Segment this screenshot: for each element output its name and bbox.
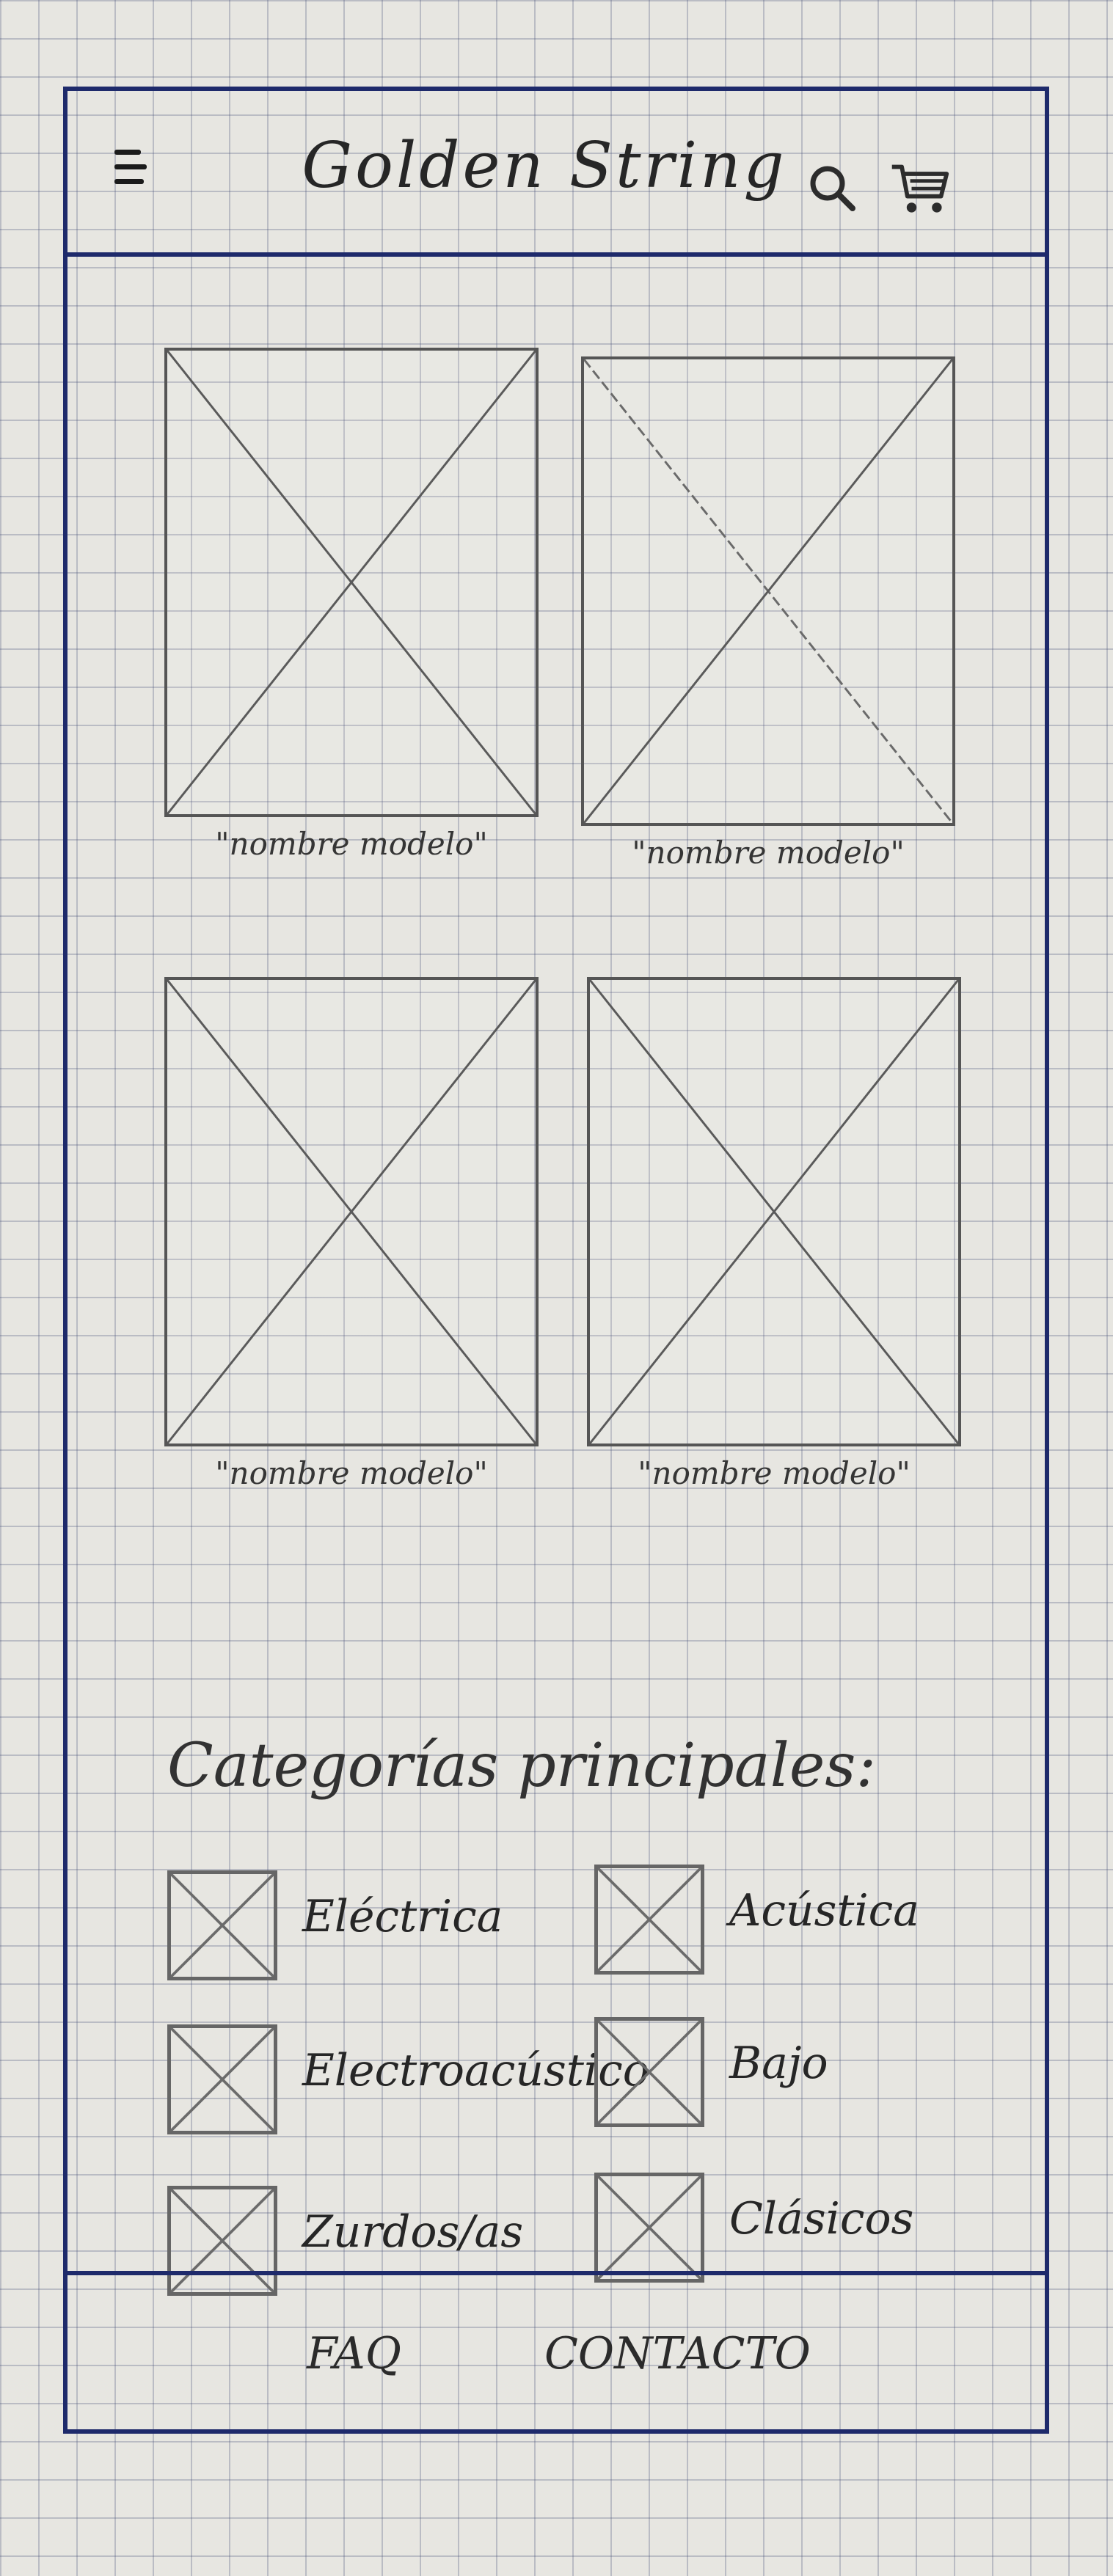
product-name: "nombre modelo" bbox=[638, 1455, 911, 1491]
product-image-placeholder[interactable] bbox=[164, 977, 539, 1446]
site-title: Golden String bbox=[302, 129, 787, 202]
product-name: "nombre modelo" bbox=[215, 826, 488, 862]
wireframe-frame: Golden String "nombre modelo" bbox=[63, 87, 1049, 2434]
category-image-placeholder bbox=[594, 1865, 704, 1975]
site-footer: FAQ CONTACTO bbox=[67, 2271, 1045, 2429]
category-label: Bajo bbox=[729, 2038, 828, 2089]
hamburger-line bbox=[114, 150, 141, 155]
product-name: "nombre modelo" bbox=[215, 1455, 488, 1491]
faq-link[interactable]: FAQ bbox=[307, 2328, 401, 2379]
product-image-placeholder[interactable] bbox=[164, 348, 539, 817]
category-label: Acústica bbox=[729, 1885, 920, 1936]
search-icon[interactable] bbox=[803, 158, 866, 222]
category-label: Clásicos bbox=[729, 2193, 914, 2244]
product-image-placeholder[interactable] bbox=[587, 977, 961, 1446]
categories-title: Categorías principales: bbox=[167, 1731, 877, 1801]
hamburger-line bbox=[114, 179, 144, 184]
category-image-placeholder bbox=[167, 1870, 277, 1980]
category-image-placeholder bbox=[594, 2017, 704, 2127]
cart-icon[interactable] bbox=[888, 158, 951, 222]
hamburger-icon[interactable] bbox=[114, 150, 158, 194]
category-image-placeholder bbox=[594, 2173, 704, 2283]
product-image-placeholder[interactable] bbox=[581, 356, 955, 826]
category-label: Electroacústico bbox=[302, 2045, 649, 2096]
category-label: Zurdos/as bbox=[302, 2206, 524, 2258]
contact-link[interactable]: CONTACTO bbox=[544, 2328, 811, 2379]
category-label: Eléctrica bbox=[302, 1891, 503, 1942]
product-name: "nombre modelo" bbox=[632, 835, 905, 871]
site-header: Golden String bbox=[67, 91, 1045, 257]
category-image-placeholder bbox=[167, 2024, 277, 2134]
hamburger-line bbox=[114, 164, 147, 169]
